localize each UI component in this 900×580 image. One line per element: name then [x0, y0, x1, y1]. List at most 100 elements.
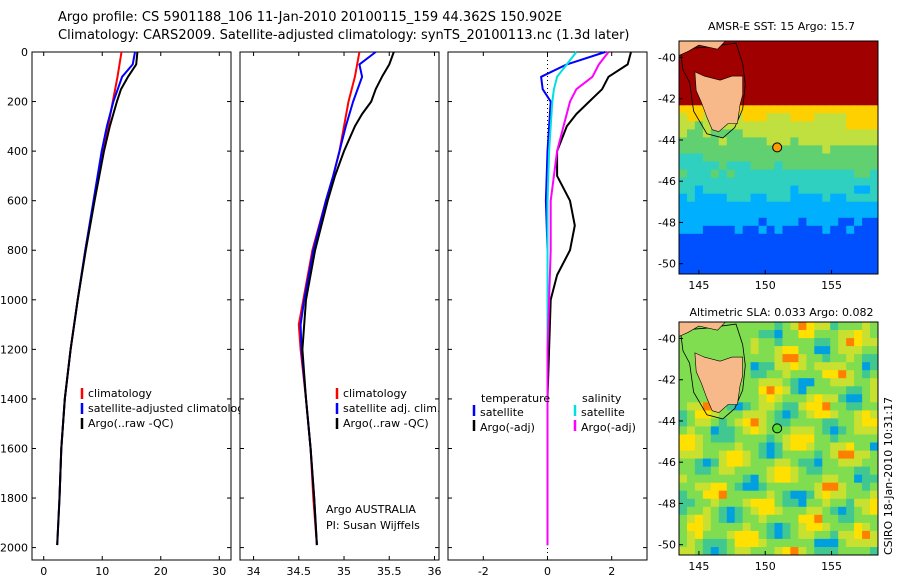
map-cell: [694, 466, 704, 476]
map-cell: [790, 73, 799, 82]
map-cell: [734, 217, 744, 227]
map-cell: [734, 506, 744, 516]
map-cell: [718, 266, 728, 274]
map-cell: [687, 209, 696, 219]
map-cell: [870, 209, 878, 219]
map-cell: [814, 161, 823, 171]
argo-float-marker: [772, 423, 783, 434]
map-cell: [726, 498, 736, 508]
map-cell: [694, 490, 704, 500]
map-cell: [679, 201, 688, 211]
map-cell: [822, 402, 831, 411]
map-cell: [710, 474, 720, 484]
map-cell: [734, 458, 744, 468]
tasmania-landmass: [694, 71, 744, 133]
map-cell: [758, 209, 768, 219]
map-cell: [838, 322, 847, 331]
map-cell: [750, 73, 760, 82]
map-title: AMSR-E SST: 15 Argo: 15.7: [708, 20, 855, 33]
map-cell: [710, 522, 720, 532]
map-cell: [710, 201, 720, 211]
map-cell: [846, 201, 855, 211]
map-cell: [862, 474, 871, 484]
map-cell: [846, 193, 855, 203]
map-cell: [862, 209, 871, 219]
map-cell: [766, 338, 776, 347]
map-cell: [687, 161, 696, 171]
map-cell: [694, 233, 704, 243]
map-cell: [710, 482, 720, 492]
map-cell: [750, 522, 760, 532]
map-cell: [806, 338, 815, 347]
map-cell: [782, 225, 792, 235]
map-x-tick-label: 150: [755, 279, 776, 292]
map-cell: [694, 57, 704, 66]
map-cell: [734, 266, 744, 274]
map-cell: [814, 466, 823, 476]
map-cell: [679, 547, 688, 555]
map-cell: [687, 257, 696, 267]
map-cell: [679, 161, 688, 171]
map-cell: [702, 450, 712, 460]
map-cell: [790, 530, 799, 540]
map-cell: [798, 498, 807, 508]
map-cell: [846, 65, 855, 74]
map-cell: [830, 466, 839, 476]
map-cell: [830, 105, 839, 114]
x-tick-label: 0: [40, 565, 47, 578]
map-cell: [718, 217, 728, 227]
map-cell: [710, 209, 720, 219]
map-cell: [822, 426, 831, 435]
map-cell: [726, 121, 736, 130]
map-cell: [838, 426, 847, 435]
map-cell: [718, 330, 728, 339]
map-cell: [782, 153, 792, 163]
map-cell: [710, 450, 720, 460]
map-cell: [766, 466, 776, 476]
map-cell: [814, 338, 823, 347]
map-cell: [870, 57, 878, 66]
map-cell: [782, 145, 792, 154]
map-cell: [870, 177, 878, 187]
map-cell: [694, 249, 704, 259]
map-cell: [734, 547, 744, 555]
map-cell: [846, 338, 855, 347]
map-cell: [742, 185, 752, 195]
y-tick-label: 2000: [0, 542, 28, 555]
map-cell: [822, 41, 831, 50]
map-cell: [718, 257, 728, 267]
map-cell: [782, 137, 792, 146]
map-cell: [838, 450, 847, 460]
map-cell: [694, 153, 704, 163]
map-cell: [806, 137, 815, 146]
map-cell: [822, 185, 831, 195]
map-cell: [758, 201, 768, 211]
map-cell: [694, 241, 704, 251]
map-cell: [870, 346, 878, 355]
map-cell: [687, 185, 696, 195]
map-cell: [679, 418, 688, 427]
map-cell: [702, 249, 712, 259]
map-cell: [750, 514, 760, 524]
map-cell: [822, 145, 831, 154]
map-cell: [854, 65, 863, 74]
map-cell: [687, 113, 696, 122]
shelf-contour: [679, 323, 746, 420]
map-cell: [687, 442, 696, 452]
map-cell: [798, 370, 807, 379]
map-cell: [774, 402, 784, 411]
y-tick-label: 800: [7, 244, 28, 257]
map-cell: [806, 129, 815, 138]
map-cell: [814, 370, 823, 379]
map-cell: [694, 482, 704, 492]
map-cell: [758, 474, 768, 484]
map-cell: [774, 498, 784, 508]
profile-panel-2: 3434.53535.536salinityclimatologysatelli…: [239, 51, 441, 580]
map-cell: [734, 418, 744, 427]
map-cell: [798, 169, 807, 179]
map-cell: [846, 434, 855, 444]
map-cell: [798, 482, 807, 492]
map-cell: [687, 97, 696, 106]
map-cell: [846, 394, 855, 403]
map-cell: [774, 105, 784, 114]
